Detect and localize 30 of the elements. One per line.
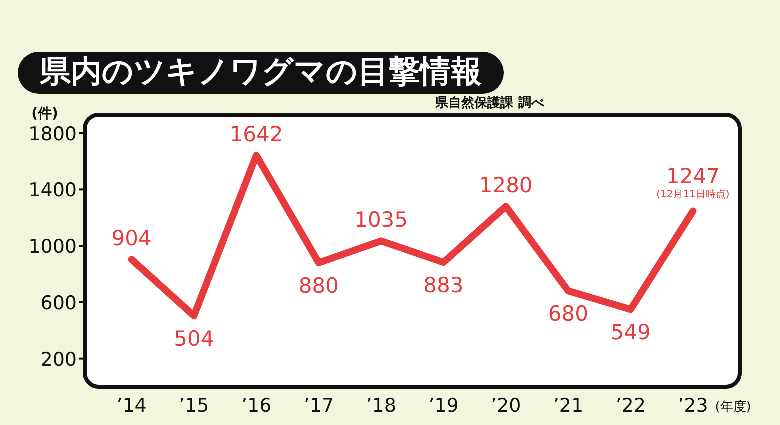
y-tick-label: 600	[40, 292, 77, 314]
x-tick-label: ’20	[490, 395, 522, 417]
data-label: 504	[174, 326, 214, 351]
x-tick-label: ’17	[304, 395, 334, 417]
data-label: 1035	[354, 208, 408, 232]
chart-subtitle: 県自然保護課 調べ	[434, 95, 546, 111]
y-tick-label: 200	[40, 348, 77, 371]
data-label: 880	[298, 274, 339, 298]
data-label: 1280	[479, 174, 533, 198]
x-tick-label: ’22	[616, 395, 646, 417]
y-tick-label: 1400	[28, 180, 77, 202]
x-tick-label: ’15	[179, 395, 210, 417]
chart-title: 県内のツキノワグマの目撃情報	[39, 54, 482, 90]
data-label: 883	[424, 274, 464, 298]
x-tick-label: ’23	[678, 395, 708, 417]
data-label: 549	[610, 320, 651, 345]
x-tick-label: ’16	[241, 395, 272, 417]
y-tick-label: 1800	[28, 123, 77, 146]
x-tick-label: ’21	[553, 395, 584, 417]
annotation: (12月11日時点)	[656, 188, 730, 200]
x-tick-label: ’14	[116, 395, 147, 417]
data-label: 1642	[230, 122, 284, 147]
x-tick-label: ’19	[428, 395, 459, 417]
data-label: 904	[112, 226, 152, 251]
y-axis-title: (件)	[32, 106, 58, 122]
x-axis-title: (年度)	[715, 399, 752, 415]
y-tick-label: 1000	[28, 236, 77, 258]
data-label: 1247	[666, 164, 720, 188]
data-label: 680	[548, 302, 588, 326]
x-tick-label: ’18	[366, 395, 396, 417]
